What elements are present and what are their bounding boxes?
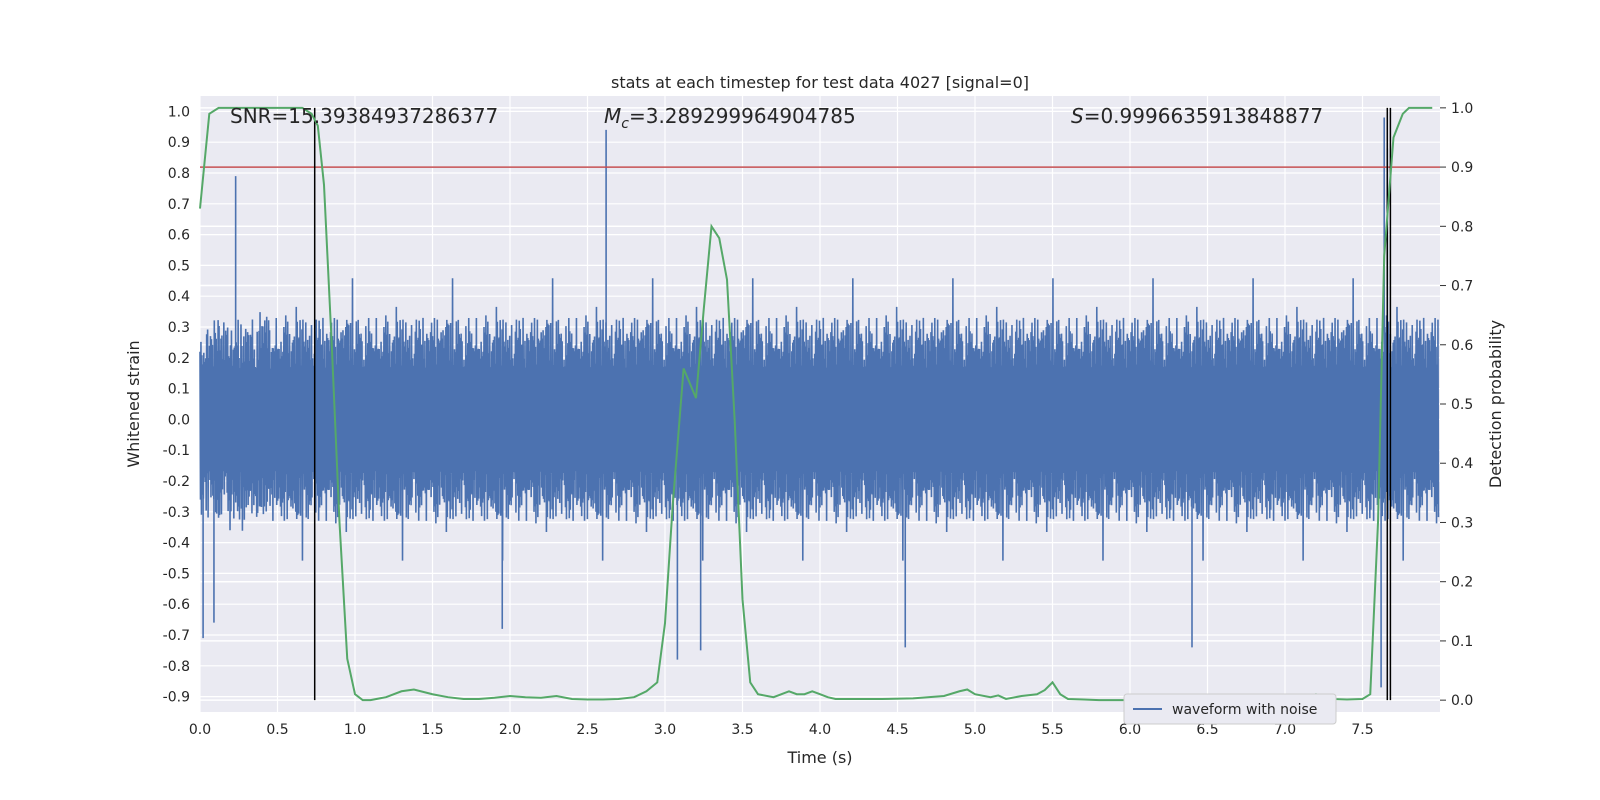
y-tick-label: 0.2: [168, 351, 190, 367]
x-axis-label: Time (s): [786, 748, 852, 767]
y-tick-label: 0.5: [168, 258, 190, 274]
s-symbol: S: [1071, 104, 1084, 128]
y-tick-label: -0.3: [163, 505, 190, 521]
y-tick-label: -0.5: [163, 566, 190, 582]
x-tick-label: 4.5: [886, 722, 908, 738]
y2-tick-label: 0.3: [1451, 515, 1473, 531]
mc-symbol: M: [604, 104, 621, 128]
y-tick-label: 0.6: [168, 228, 190, 244]
x-tick-label: 7.0: [1274, 722, 1296, 738]
y2-tick-label: 0.5: [1451, 397, 1473, 413]
x-tick-label: 6.5: [1196, 722, 1218, 738]
y-tick-label: -0.1: [163, 443, 190, 459]
mc-subscript: c: [621, 116, 629, 132]
x-tick-label: 1.5: [421, 722, 443, 738]
legend: waveform with noise: [1123, 693, 1337, 725]
waveform-line: [199, 278, 1440, 561]
x-tick-label: 3.5: [731, 722, 753, 738]
y-tick-label: 0.0: [168, 412, 190, 428]
y-tick-label: -0.2: [163, 474, 190, 490]
x-tick-label: 5.0: [964, 722, 986, 738]
y2-tick-label: 0.7: [1451, 279, 1473, 295]
y-tick-label: -0.6: [163, 597, 190, 613]
x-tick-label: 3.0: [654, 722, 676, 738]
x-tick-label: 2.0: [499, 722, 521, 738]
y2-tick-label: 0.2: [1451, 575, 1473, 591]
y2-tick-label: 0.6: [1451, 338, 1473, 354]
y2-tick-label: 0.9: [1451, 160, 1473, 176]
snr-annotation: SNR=15.39384937286377: [230, 104, 498, 128]
x-tick-label: 2.5: [576, 722, 598, 738]
y-tick-label: -0.4: [163, 536, 190, 552]
mc-value: =3.289299964904785: [629, 104, 856, 128]
chart-title: stats at each timestep for test data 402…: [611, 73, 1029, 92]
waveform-series: [199, 117, 1440, 688]
y2-tick-label: 0.8: [1451, 219, 1473, 235]
x-tick-label: 7.5: [1351, 722, 1373, 738]
y-tick-label: -0.9: [163, 690, 190, 706]
y-tick-label: -0.8: [163, 659, 190, 675]
y-tick-label: 0.9: [168, 135, 190, 151]
y2-axis-ticks: 1.0 0.9 0.8 0.7 0.6 0.5 0.4 0.3 0.2 0.1 0.0: [1440, 101, 1473, 709]
y2-tick-label: 0.4: [1451, 456, 1473, 472]
y2-tick-label: 1.0: [1451, 101, 1473, 117]
y-tick-label: 1.0: [168, 104, 190, 120]
chirp-mass-annotation: Mc=3.289299964904785: [604, 104, 856, 132]
y-tick-label: 0.1: [168, 382, 190, 398]
y-tick-label: 0.3: [168, 320, 190, 336]
y2-axis-label: Detection probability: [1486, 320, 1505, 488]
y2-tick-label: 0.0: [1451, 693, 1473, 709]
y-axis-ticks: 1.0 0.9 0.8 0.7 0.6 0.5 0.4 0.3 0.2 0.1 0.0 -0.1 -0.…: [163, 104, 190, 705]
x-tick-label: 0.5: [266, 722, 288, 738]
legend-label: waveform with noise: [1172, 702, 1317, 718]
y-tick-label: 0.8: [168, 166, 190, 182]
legend-box: [1123, 693, 1337, 725]
y-tick-label: -0.7: [163, 628, 190, 644]
x-tick-label: 1.0: [344, 722, 366, 738]
x-axis-ticks: 0.0 0.5 1.0 1.5 2.0 2.5 3.0 3.5 4.0 4.5 5.0 5.5 6.0 6…: [189, 722, 1374, 738]
y-tick-label: 0.7: [168, 197, 190, 213]
y2-tick-label: 0.1: [1451, 634, 1473, 650]
y-tick-label: 0.4: [168, 289, 190, 305]
x-tick-label: 0.0: [189, 722, 211, 738]
score-annotation: S=0.9996635913848877: [1071, 104, 1323, 128]
s-value: =0.9996635913848877: [1084, 104, 1323, 128]
x-tick-label: 5.5: [1041, 722, 1063, 738]
y-axis-label: Whitened strain: [124, 340, 143, 467]
x-tick-label: 4.0: [809, 722, 831, 738]
x-tick-label: 6.0: [1119, 722, 1141, 738]
